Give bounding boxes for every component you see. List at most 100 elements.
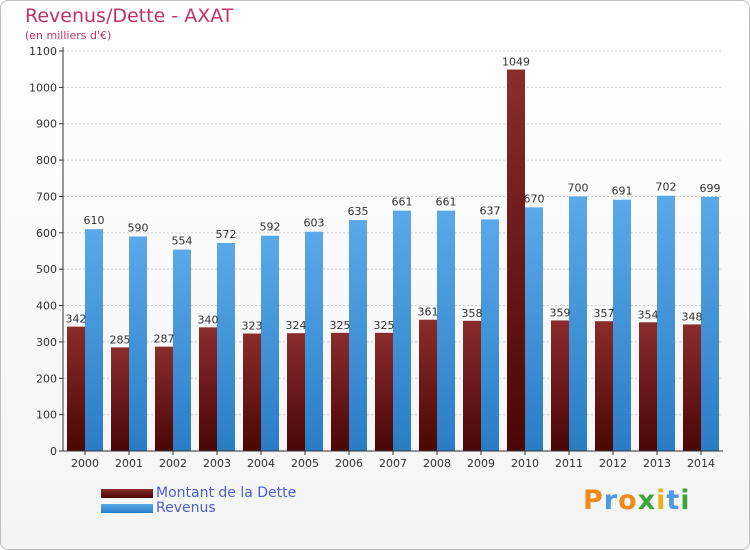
y-tick-label-400: 400 <box>36 300 57 313</box>
x-tick-label-2006: 2006 <box>335 457 363 470</box>
bar-debt-2014 <box>683 324 701 451</box>
x-tick-label-2004: 2004 <box>247 457 275 470</box>
bar-revenue-2002 <box>173 249 191 451</box>
bar-debt-2007 <box>375 332 393 451</box>
logo-letter: r <box>603 485 619 516</box>
logo-letter: P <box>583 485 604 516</box>
data-label-revenue-2003: 572 <box>216 228 237 241</box>
bar-revenue-2009 <box>481 219 499 451</box>
data-label-debt-2000: 342 <box>66 313 87 326</box>
x-tick-label-2003: 2003 <box>203 457 231 470</box>
x-tick-label-2008: 2008 <box>423 457 451 470</box>
bar-revenue-2005 <box>305 231 323 451</box>
logo-letter: t <box>666 485 681 516</box>
bar-revenue-2010 <box>525 207 543 451</box>
bar-revenue-2014 <box>701 196 719 451</box>
data-label-debt-2009: 358 <box>462 307 483 320</box>
data-label-revenue-2011: 700 <box>568 181 589 194</box>
x-tick-label-2011: 2011 <box>555 457 583 470</box>
bar-revenue-2008 <box>437 210 455 451</box>
bar-debt-2010 <box>507 69 525 451</box>
data-label-revenue-2014: 699 <box>700 182 721 195</box>
data-label-debt-2014: 348 <box>682 310 703 323</box>
logo-letter: i <box>680 485 691 516</box>
bar-revenue-2003 <box>217 243 235 451</box>
y-tick-label-300: 300 <box>36 336 57 349</box>
x-tick-label-2013: 2013 <box>643 457 671 470</box>
data-label-debt-2005: 324 <box>286 319 307 332</box>
y-tick-label-500: 500 <box>36 263 57 276</box>
y-tick-label-600: 600 <box>36 227 57 240</box>
data-label-revenue-2012: 691 <box>612 185 633 198</box>
proxiti-logo: Proxiti <box>583 485 691 516</box>
data-label-debt-2010: 1049 <box>502 56 530 69</box>
x-tick-label-2002: 2002 <box>159 457 187 470</box>
data-label-revenue-2006: 635 <box>348 205 369 218</box>
chart-title: Revenus/Dette - AXAT <box>25 5 234 27</box>
y-tick-label-700: 700 <box>36 190 57 203</box>
y-tick-label-200: 200 <box>36 372 57 385</box>
y-tick-label-100: 100 <box>36 409 57 422</box>
x-tick-label-2014: 2014 <box>687 457 715 470</box>
bar-debt-2000 <box>67 326 85 451</box>
bar-debt-2003 <box>199 327 217 451</box>
bar-debt-2011 <box>551 320 569 451</box>
logo-letter: i <box>656 485 667 516</box>
bar-revenue-2007 <box>393 210 411 451</box>
y-tick-label-900: 900 <box>36 118 57 131</box>
bar-revenue-2004 <box>261 235 279 451</box>
legend-label-debt: Montant de la Dette <box>156 485 297 501</box>
data-label-debt-2004: 323 <box>242 320 263 333</box>
bar-revenue-2011 <box>569 196 587 451</box>
legend-swatch-revenue <box>101 504 153 513</box>
x-tick-label-2000: 2000 <box>71 457 99 470</box>
bar-revenue-2000 <box>85 229 103 451</box>
data-label-revenue-2013: 702 <box>656 181 677 194</box>
data-label-debt-2003: 340 <box>198 313 219 326</box>
bar-debt-2013 <box>639 322 657 451</box>
y-tick-label-1000: 1000 <box>29 81 57 94</box>
bar-debt-2008 <box>419 319 437 451</box>
x-tick-label-2001: 2001 <box>115 457 143 470</box>
axis-layer: 0 100 200 300 400 500 600 700 800 900 1000 1100 2000… <box>29 45 723 470</box>
logo-letter: x <box>637 485 657 516</box>
data-label-debt-2008: 361 <box>418 306 439 319</box>
data-label-revenue-2005: 603 <box>304 217 325 230</box>
bar-debt-2006 <box>331 332 349 451</box>
data-label-debt-2002: 287 <box>154 333 175 346</box>
x-tick-label-2012: 2012 <box>599 457 627 470</box>
data-label-debt-2011: 359 <box>550 306 571 319</box>
y-tick-label-0: 0 <box>50 445 57 458</box>
bar-debt-2012 <box>595 321 613 451</box>
data-label-revenue-2000: 610 <box>84 214 105 227</box>
x-tick-label-2010: 2010 <box>511 457 539 470</box>
logo-letter: o <box>618 485 638 516</box>
x-tick-label-2007: 2007 <box>379 457 407 470</box>
data-label-revenue-2007: 661 <box>392 196 413 209</box>
data-label-debt-2012: 357 <box>594 307 615 320</box>
labels-layer: 342 610 285 590 287 554 340 572 323 592 324 603 325 6… <box>66 56 721 347</box>
data-label-revenue-2009: 637 <box>480 204 501 217</box>
data-label-debt-2007: 325 <box>374 319 395 332</box>
data-label-debt-2013: 354 <box>638 308 659 321</box>
legend-swatch-debt <box>101 489 153 498</box>
bar-revenue-2013 <box>657 195 675 451</box>
bar-debt-2001 <box>111 347 129 451</box>
y-tick-label-1100: 1100 <box>29 45 57 58</box>
bar-debt-2005 <box>287 333 305 451</box>
data-label-revenue-2001: 590 <box>128 221 149 234</box>
data-label-revenue-2010: 670 <box>524 192 545 205</box>
bar-debt-2004 <box>243 333 261 451</box>
data-label-revenue-2002: 554 <box>172 235 193 248</box>
bar-debt-2002 <box>155 346 173 451</box>
data-label-debt-2001: 285 <box>110 333 131 346</box>
bar-revenue-2001 <box>129 236 147 451</box>
data-label-revenue-2004: 592 <box>260 221 281 234</box>
bars-layer <box>67 69 719 451</box>
x-tick-label-2009: 2009 <box>467 457 495 470</box>
bar-revenue-2012 <box>613 199 631 451</box>
x-tick-label-2005: 2005 <box>291 457 319 470</box>
data-label-debt-2006: 325 <box>330 319 351 332</box>
